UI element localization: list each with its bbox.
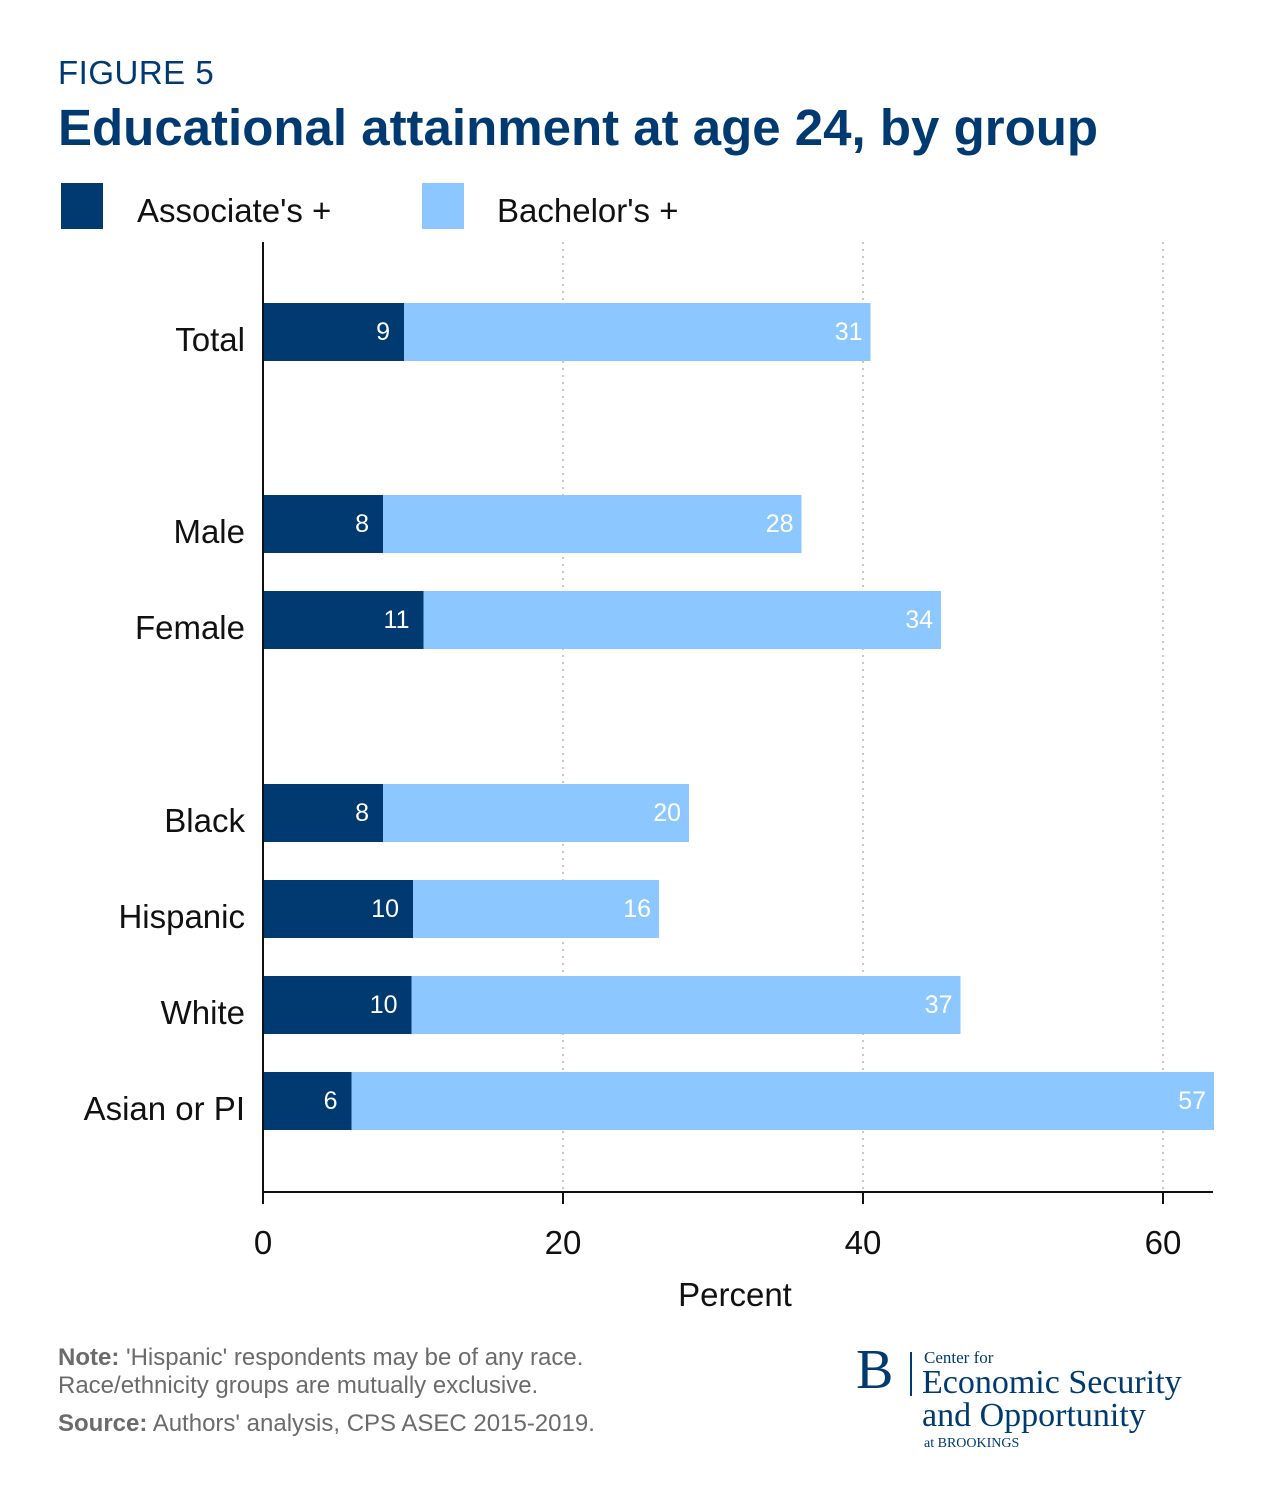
source-text: Authors' analysis, CPS ASEC 2015-2019. [152,1410,595,1437]
data-label-bachelors-male: 28 [766,510,794,538]
chart-title: Educational attainment at age 24, by gro… [58,99,1099,156]
source: Source: Authors' analysis, CPS ASEC 2015… [58,1410,595,1438]
logo-small-text: Center for [924,1348,994,1367]
data-label-associates-black: 8 [355,799,369,827]
note-line-2: Race/ethnicity groups are mutually exclu… [58,1372,539,1399]
data-label-associates-female: 11 [384,606,410,634]
x-tick-label-60: 60 [1145,1224,1182,1261]
data-label-associates-total: 9 [376,318,390,346]
source-label: Source: [58,1410,148,1437]
logo-line-1: Economic Security [922,1364,1182,1401]
bar-associates-hispanic [263,880,413,938]
category-label-white: White [161,994,245,1031]
bar-bachelors-male [383,495,802,553]
note-label: Note: [58,1344,120,1371]
note: Note: 'Hispanic' respondents may be of a… [58,1344,583,1400]
legend-swatch-bachelors [422,183,464,229]
bar-associates-total [263,303,404,361]
bar-associates-white [263,976,412,1034]
logo-divider [910,1352,912,1396]
data-label-bachelors-asian-or-pi: 57 [1178,1087,1206,1115]
bar-chart: 9 31 Total 8 28 Male 11 34 Female 8 20 Black 10 16 His… [84,242,1214,1313]
bar-associates-asian-or-pi [263,1072,352,1130]
category-label-black: Black [164,802,245,839]
bar-bachelors-black [383,784,689,842]
bar-associates-female [263,591,424,649]
x-tick-label-40: 40 [845,1224,882,1261]
data-label-bachelors-white: 37 [925,991,953,1019]
logo-letter: B [856,1339,894,1401]
x-tick-label-0: 0 [254,1224,272,1261]
data-label-bachelors-hispanic: 16 [623,895,651,923]
bar-bachelors-asian-or-pi [351,1072,1214,1130]
x-tick-label-20: 20 [545,1224,582,1261]
legend-label-associates: Associate's + [137,192,332,229]
category-label-asian-or-pi: Asian or PI [84,1090,245,1127]
bar-associates-black [263,784,383,842]
x-axis-title: Percent [678,1276,792,1313]
data-label-associates-male: 8 [355,510,369,538]
category-label-female: Female [135,609,245,646]
bar-bachelors-hispanic [413,880,659,938]
legend-label-bachelors: Bachelor's + [497,192,679,229]
category-label-male: Male [173,513,245,550]
logo-line-2: and Opportunity [922,1397,1146,1434]
data-label-bachelors-total: 31 [835,318,863,346]
bar-bachelors-white [411,976,961,1034]
data-label-bachelors-black: 20 [653,799,681,827]
category-label-hispanic: Hispanic [118,898,245,935]
logo-bottom-text: at BROOKINGS [924,1436,1020,1451]
bar-bachelors-total [404,303,871,361]
data-label-associates-hispanic: 10 [371,895,399,923]
data-label-associates-asian-or-pi: 6 [324,1087,338,1115]
bar-associates-male [263,495,383,553]
figure-label: FIGURE 5 [58,54,215,91]
category-label-total: Total [175,321,245,358]
data-label-associates-white: 10 [370,991,398,1019]
bar-bachelors-female [423,591,941,649]
legend-swatch-associates [61,183,103,229]
data-label-bachelors-female: 34 [905,606,933,634]
note-line-1: 'Hispanic' respondents may be of any rac… [126,1344,584,1371]
